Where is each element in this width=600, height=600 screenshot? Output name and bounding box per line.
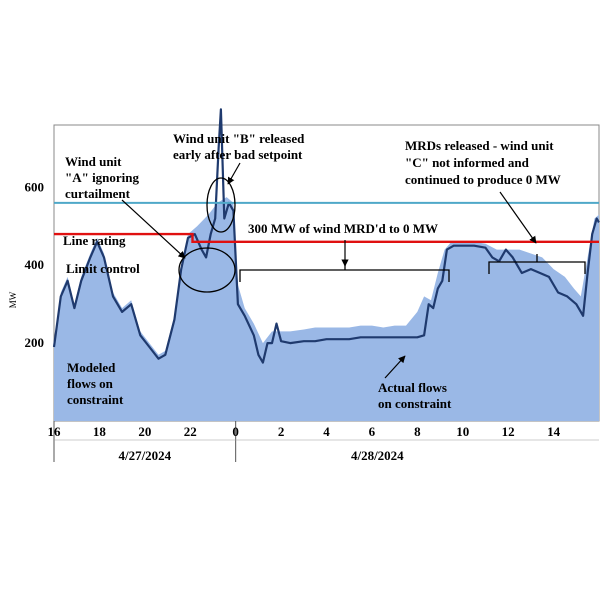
ann-wind-b: Wind unit "B" released early after bad s…	[173, 131, 308, 162]
x-tick-label: 12	[502, 424, 515, 439]
x-tick-label: 20	[138, 424, 151, 439]
ann-wind-b-line: early after bad setpoint	[173, 147, 303, 162]
date-label: 4/27/2024	[118, 448, 171, 463]
ann-300mw: 300 MW of wind MRD'd to 0 MW	[248, 221, 438, 236]
ann-actual-line: on constraint	[378, 396, 452, 411]
ann-actual: Actual flows on constraint	[378, 380, 452, 411]
series-actual-line	[52, 108, 600, 364]
x-tick-label: 6	[369, 424, 376, 439]
ann-mrds: MRDs released - wind unit "C" not inform…	[405, 138, 561, 187]
ann-modeled-line: constraint	[67, 392, 124, 407]
x-tick-label: 2	[278, 424, 285, 439]
y-tick-label: 200	[25, 335, 45, 350]
ann-modeled-line: flows on	[67, 376, 114, 391]
ann-wind-a-line: curtailment	[65, 186, 131, 201]
ann-wind-b-line: Wind unit "B" released	[173, 131, 305, 146]
y-tick-label: 400	[25, 257, 45, 272]
ref-line-limit-control	[54, 232, 599, 244]
x-tick-label: 14	[547, 424, 561, 439]
unit-a-circle	[178, 247, 236, 293]
ann-wind-a-line: "A" ignoring	[65, 170, 140, 185]
bracket-mrds	[488, 254, 586, 274]
ann-line-rating: Line rating	[63, 233, 126, 248]
x-axis: 16 18 20 22 0 2 4 6 8 10 12 14 4/27/2024 4/28/2024	[48, 421, 599, 463]
x-tick-label: 22	[184, 424, 197, 439]
ann-mrds-line: MRDs released - wind unit	[405, 138, 554, 153]
unit-b-circle	[206, 177, 236, 233]
x-tick-label: 4	[323, 424, 330, 439]
y-axis-label: MW	[8, 291, 18, 308]
x-tick-label: 10	[456, 424, 469, 439]
ann-modeled-line: Modeled	[67, 360, 116, 375]
x-tick-label: 8	[414, 424, 421, 439]
ann-mrds-line: continued to produce 0 MW	[405, 172, 561, 187]
ann-actual-line: Actual flows	[378, 380, 447, 395]
ann-modeled: Modeled flows on constraint	[67, 360, 124, 407]
x-tick-label: 18	[93, 424, 107, 439]
arrow-unit-a	[121, 199, 186, 259]
arrow-actual	[384, 355, 406, 379]
x-tick-label: 0	[232, 424, 239, 439]
ann-mrds-line: "C" not informed and	[405, 155, 530, 170]
ann-limit-control: Limit control	[66, 261, 140, 276]
x-tick-label: 16	[48, 424, 62, 439]
arrow-mrds	[499, 191, 537, 244]
ann-wind-a: Wind unit "A" ignoring curtailment	[65, 154, 142, 201]
bracket-300mw	[239, 262, 450, 282]
date-label: 4/28/2024	[351, 448, 404, 463]
ann-wind-a-line: Wind unit	[65, 154, 122, 169]
y-tick-label: 600	[25, 179, 45, 194]
y-axis: 200 400 600	[25, 179, 45, 350]
arrow-unit-b	[227, 162, 241, 185]
